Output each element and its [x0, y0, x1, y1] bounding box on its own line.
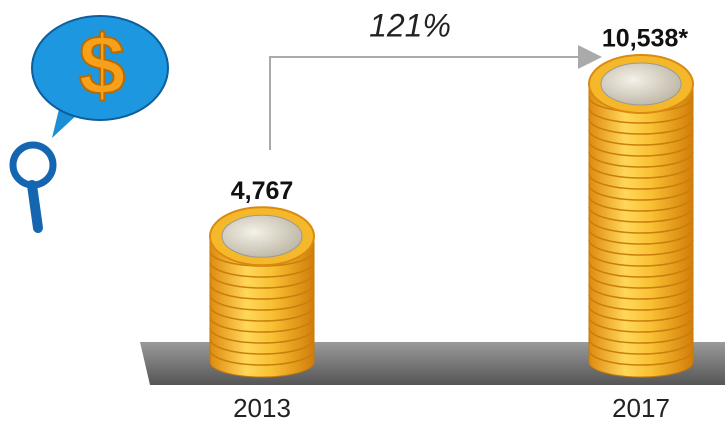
- coin-stack: [588, 54, 694, 378]
- coin-edge: [588, 239, 694, 256]
- category-label: 2013: [233, 393, 291, 423]
- coin-edge: [209, 294, 315, 311]
- coin-edge: [588, 195, 694, 212]
- coin-edge: [588, 283, 694, 300]
- coin-edge: [588, 162, 694, 179]
- coin-face: [221, 214, 303, 258]
- coin-body: [209, 235, 315, 378]
- coin-edge: [588, 316, 694, 333]
- coin-edge: [588, 349, 694, 366]
- coin-edge: [588, 294, 694, 311]
- coin-edge: [588, 305, 694, 322]
- coin-edge: [588, 338, 694, 355]
- coin-edge: [588, 250, 694, 267]
- coin-edge: [209, 338, 315, 355]
- coin-edge: [209, 316, 315, 333]
- growth-arrow: [269, 45, 602, 150]
- coin-edge: [588, 118, 694, 135]
- coin-stack: [209, 206, 315, 378]
- growth-label: 121%: [369, 7, 451, 43]
- category-label: 2017: [612, 393, 670, 423]
- coin-edge: [209, 283, 315, 300]
- coin-edge: [209, 261, 315, 278]
- coin-face: [600, 62, 682, 106]
- coin-edge: [209, 349, 315, 366]
- coin-edge: [588, 272, 694, 289]
- coin-edge: [588, 184, 694, 201]
- coin-edge: [588, 228, 694, 245]
- coin-edge: [588, 129, 694, 146]
- coin-body: [588, 83, 694, 378]
- coin-edge: [588, 173, 694, 190]
- coin-edge: [588, 327, 694, 344]
- coin-edge: [209, 272, 315, 289]
- badge-text: $: [79, 18, 126, 112]
- coin-edge: [588, 107, 694, 124]
- coin-edge: [209, 305, 315, 322]
- coin-edge: [588, 151, 694, 168]
- coin-edge: [588, 206, 694, 223]
- value-label: 10,538*: [602, 25, 688, 53]
- coin-edge: [209, 327, 315, 344]
- coin-edge: [588, 140, 694, 157]
- badge-icon: $: [9, 15, 169, 233]
- coin-edge: [588, 217, 694, 234]
- value-label: 4,767: [231, 177, 294, 205]
- coin-edge: [588, 261, 694, 278]
